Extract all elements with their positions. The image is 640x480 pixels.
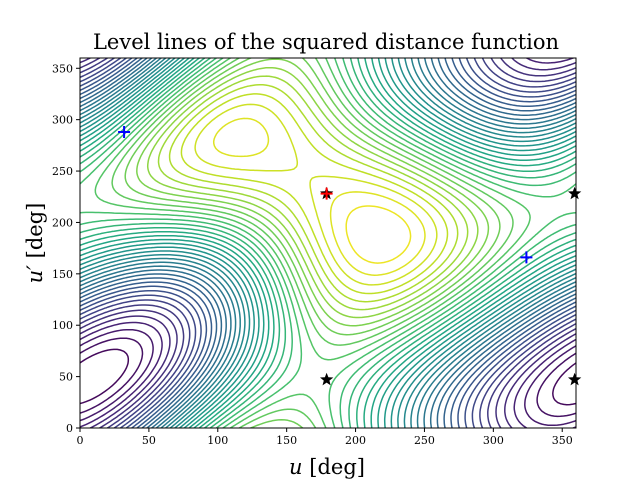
y-tick-label: 300: [52, 114, 73, 127]
x-tick-label: 300: [483, 434, 504, 447]
contour-line: [80, 58, 576, 428]
x-tick-label: 200: [345, 434, 366, 447]
y-tick-label: 200: [52, 216, 73, 229]
contour-line: [146, 66, 479, 319]
y-tick-label: 150: [52, 268, 73, 281]
y-tick-label: 100: [52, 319, 73, 332]
y-tick-label: 0: [66, 422, 73, 435]
contour-line: [80, 58, 576, 428]
plot-frame: [79, 57, 577, 429]
contour-line: [345, 205, 412, 264]
x-tick-label: 150: [276, 434, 297, 447]
y-axis-ticks: 0 50 100 150 200 250 300 350: [52, 62, 80, 435]
contour-line: [80, 58, 576, 428]
contour-line: [80, 58, 576, 428]
x-axis-label-unit: [deg]: [309, 455, 365, 479]
contour-line: [136, 58, 490, 327]
star-marker: [320, 372, 334, 386]
contour-line: [80, 58, 576, 428]
y-axis-label: u′ [deg]: [23, 203, 47, 284]
y-axis-label-var: u′: [23, 265, 47, 284]
x-tick-label: 250: [414, 434, 435, 447]
x-axis-label: u [deg]: [289, 455, 365, 479]
contour-line: [80, 58, 576, 428]
contour-line: [212, 117, 426, 276]
contour-line: [194, 103, 438, 286]
contour-line: [157, 75, 469, 311]
contour-line: [80, 58, 576, 428]
star-marker: [568, 186, 582, 200]
x-tick-label: 100: [207, 434, 228, 447]
contour-line: [168, 83, 459, 303]
y-tick-label: 250: [52, 165, 73, 178]
x-tick-label: 50: [142, 434, 156, 447]
contour-line: [80, 337, 576, 418]
contour-line: [80, 58, 576, 428]
chart-title: Level lines of the squared distance func…: [93, 30, 559, 54]
contour-line: [80, 58, 576, 428]
x-axis-ticks: 0 50 100 150 200 250 300 350: [77, 428, 573, 447]
contour-line: [80, 58, 576, 428]
contour-line: [80, 58, 576, 428]
contour-line: [80, 58, 576, 428]
point-markers: [118, 126, 582, 386]
x-tick-label: 0: [77, 434, 84, 447]
contour-line: [124, 58, 501, 428]
contour-line: [80, 348, 576, 406]
contour-line: [80, 58, 576, 428]
y-tick-label: 350: [52, 62, 73, 75]
contour-lines: [80, 58, 576, 428]
y-tick-label: 50: [59, 371, 73, 384]
contour-line: [111, 58, 514, 428]
contour-line: [80, 58, 576, 428]
red-cross-marker: [320, 187, 333, 200]
y-axis-label-unit: [deg]: [23, 203, 47, 259]
x-tick-label: 350: [552, 434, 573, 447]
contour-line: [80, 58, 576, 428]
blue-cross-marker: [118, 126, 131, 138]
contour-line: [80, 58, 576, 428]
contour-line: [80, 58, 576, 428]
blue-cross-marker: [520, 251, 533, 264]
star-marker: [568, 372, 582, 386]
contour-line: [180, 93, 449, 295]
contour-line: [80, 328, 576, 427]
x-axis-label-var: u: [289, 455, 303, 479]
